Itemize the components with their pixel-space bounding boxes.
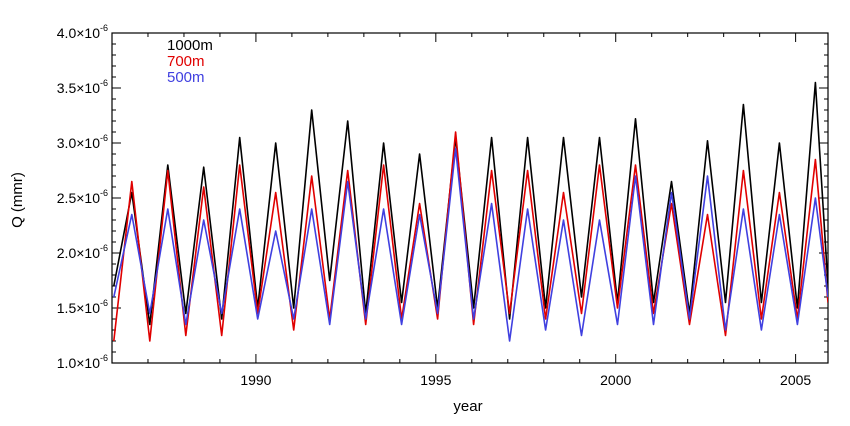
legend-entry: 700m — [167, 53, 205, 70]
y-tick-label: 1.5×10-6 — [57, 298, 108, 316]
legend-entry: 1000m — [167, 37, 213, 54]
series-line-1000m — [113, 81, 828, 326]
x-tick-label: 2005 — [780, 372, 811, 388]
legend-entry: 500m — [167, 69, 205, 86]
x-tick-label: 1995 — [420, 372, 451, 388]
x-tick-label: 1990 — [240, 372, 271, 388]
y-tick-label: 4.0×10-6 — [57, 23, 108, 41]
x-tick-label: 2000 — [600, 372, 631, 388]
y-axis-label: Q (mmr) — [9, 172, 26, 228]
ticks: 1990 1995 2000 2005 1.0×10-6 1.5×10-6 2.0×10-6… — [57, 23, 828, 388]
y-tick-label: 3.5×10-6 — [57, 78, 108, 96]
y-tick-label: 1.0×10-6 — [57, 353, 108, 371]
series-line-500m — [113, 147, 828, 342]
series-line-700m — [113, 131, 828, 342]
x-axis-label: year — [453, 398, 482, 415]
series-lines — [113, 81, 828, 342]
y-tick-label: 3.0×10-6 — [57, 133, 108, 151]
y-tick-label: 2.0×10-6 — [57, 243, 108, 261]
y-tick-label: 2.5×10-6 — [57, 188, 108, 206]
